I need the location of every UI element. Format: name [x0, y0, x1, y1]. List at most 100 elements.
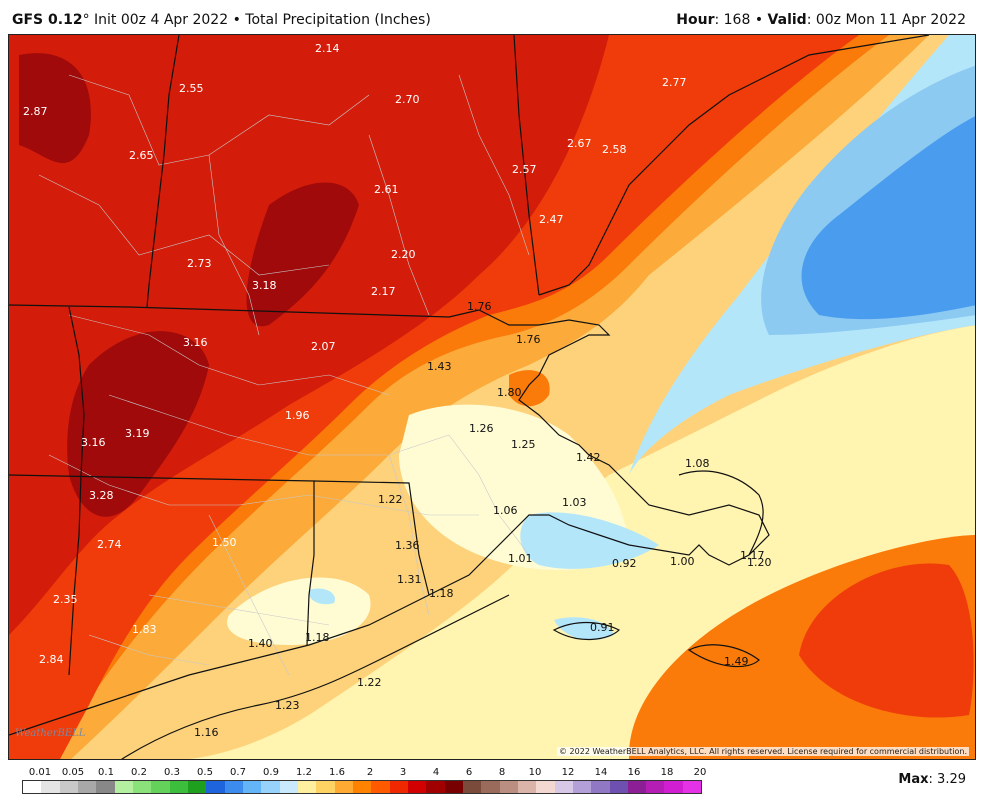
ny-vt-border — [146, 35, 180, 308]
precip-value-label: 1.25 — [511, 438, 536, 451]
legend-ticks: 0.01 0.05 0.1 0.2 0.3 0.5 0.7 0.9 1.2 1.6 2 3 4 6 8 10 1… — [22, 767, 712, 779]
precip-value-label: 3.16 — [81, 436, 106, 449]
legend-swatch — [297, 781, 317, 793]
legend-tick-label: 8 — [498, 767, 506, 778]
legend-swatch — [224, 781, 243, 793]
legend-tick-label: 18 — [660, 767, 674, 778]
legend-tick-label: 12 — [561, 767, 575, 778]
legend-tick-label: 0.2 — [131, 767, 147, 778]
legend-swatch — [334, 781, 353, 793]
precip-value-label: 1.42 — [576, 451, 601, 464]
sne-coast — [9, 309, 770, 736]
legend-swatch — [682, 781, 702, 793]
legend-swatch — [279, 781, 298, 793]
precip-value-label: 2.20 — [391, 248, 416, 261]
precip-value-label: 1.80 — [497, 386, 522, 399]
precip-value-label: 1.76 — [467, 300, 492, 313]
precip-value-label: 1.96 — [285, 409, 310, 422]
legend-tick-label: 3 — [399, 767, 407, 778]
valid-value: : 00z Mon 11 Apr 2022 — [806, 12, 966, 28]
init-time: Init 00z 4 Apr 2022 — [94, 12, 229, 28]
ma-ri-border — [313, 480, 430, 596]
legend-swatch — [627, 781, 647, 793]
legend-swatch — [352, 781, 372, 793]
blue-zone — [801, 116, 975, 320]
cape-cod — [678, 470, 764, 556]
legend-swatch — [114, 781, 133, 793]
weatherbell-logo: WeatherBELL — [15, 728, 86, 739]
legend-swatch — [572, 781, 592, 793]
legend-swatch — [23, 781, 42, 793]
max-value: : 3.29 — [928, 772, 966, 787]
legend-tick-label: 0.9 — [263, 767, 279, 778]
legend-swatch — [169, 781, 188, 793]
precip-value-label: 2.55 — [179, 82, 204, 95]
precip-value-label: 1.40 — [248, 637, 273, 650]
red-se — [799, 563, 974, 718]
precip-value-label: 1.16 — [194, 726, 219, 739]
marthas-vineyard — [552, 621, 621, 641]
legend-swatch — [536, 781, 555, 793]
legend-swatch — [499, 781, 518, 793]
legend-swatch — [132, 781, 152, 793]
precip-value-label: 1.36 — [395, 539, 420, 552]
county-lines — [38, 74, 530, 676]
precip-value-label: 0.91 — [590, 621, 615, 634]
deep-red-west — [67, 331, 210, 517]
legend-swatch — [59, 781, 78, 793]
legend-swatch — [426, 781, 445, 793]
precip-value-label: 1.03 — [562, 496, 587, 509]
precip-value-label: 1.00 — [670, 555, 695, 568]
deep-red-central — [246, 182, 359, 327]
shading-layer — [9, 35, 975, 759]
copyright-notice: © 2022 WeatherBELL Analytics, LLC. All r… — [557, 747, 969, 756]
legend-tick-label: 20 — [693, 767, 707, 778]
legend-swatch — [389, 781, 408, 793]
legend-tick-label: 0.01 — [28, 767, 52, 778]
legend-swatch — [481, 781, 500, 793]
precip-value-label: 1.83 — [132, 623, 157, 636]
legend-tick-label: 1.2 — [296, 767, 312, 778]
legend-swatch — [41, 781, 60, 793]
degree-symbol: ° — [82, 12, 90, 28]
legend-tick-label: 10 — [528, 767, 542, 778]
precip-value-label: 2.67 — [567, 137, 592, 150]
legend-tick-label: 16 — [627, 767, 641, 778]
precip-value-label: 1.18 — [429, 587, 454, 600]
precip-value-label: 1.20 — [747, 556, 772, 569]
valid-label: Valid — [767, 12, 807, 28]
hour-value: : 168 — [714, 12, 751, 28]
legend-swatch — [316, 781, 335, 793]
precip-value-label: 2.73 — [187, 257, 212, 270]
legend-tick-label: 4 — [432, 767, 440, 778]
precip-value-label: 1.31 — [397, 573, 422, 586]
legend-tick-label: 14 — [594, 767, 608, 778]
max-readout: Max: 3.29 — [898, 772, 966, 787]
legend-tick-label: 2 — [366, 767, 374, 778]
nh-me-border — [513, 35, 540, 296]
legend-swatch — [591, 781, 610, 793]
precip-value-label: 1.01 — [508, 552, 533, 565]
legend-tick-label: 6 — [465, 767, 473, 778]
legend-swatch — [151, 781, 170, 793]
precip-value-label: 3.18 — [252, 279, 277, 292]
product-name: Total Precipitation (Inches) — [245, 12, 431, 28]
maine-coast — [538, 35, 930, 296]
precip-value-label: 3.16 — [183, 336, 208, 349]
legend-swatch — [664, 781, 683, 793]
legend-swatch — [407, 781, 427, 793]
legend-tick-label: 0.5 — [197, 767, 213, 778]
legend-swatch — [462, 781, 482, 793]
legend-tick-label: 0.1 — [98, 767, 114, 778]
precip-value-label: 2.61 — [374, 183, 399, 196]
precip-value-label: 2.35 — [53, 593, 78, 606]
model-name: GFS 0.12 — [12, 12, 83, 28]
precip-value-label: 1.22 — [357, 676, 382, 689]
precip-value-label: 0.92 — [612, 557, 637, 570]
precipitation-map[interactable]: 2.87 2.55 2.14 2.70 2.77 2.65 2.67 2.58 2.57 2.61… — [8, 34, 976, 760]
legend-swatch — [517, 781, 537, 793]
hour-label: Hour — [676, 12, 715, 28]
precip-value-label: 2.17 — [371, 285, 396, 298]
legend-tick-label: 0.3 — [164, 767, 180, 778]
legend-tick-label: 0.05 — [61, 767, 85, 778]
